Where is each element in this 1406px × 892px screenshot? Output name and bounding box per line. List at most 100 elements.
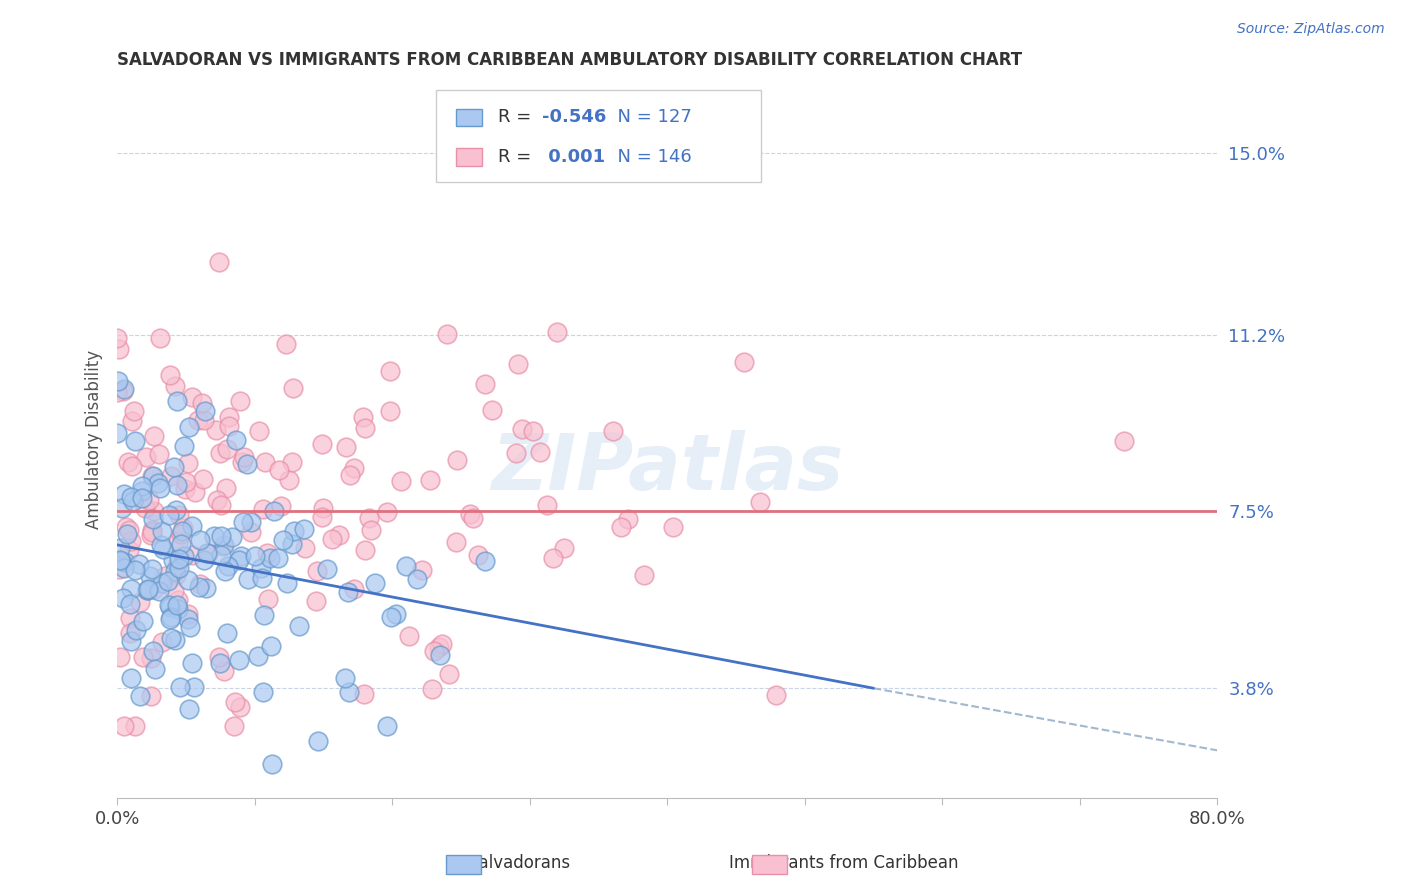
Point <box>276 575 298 590</box>
Point <box>375 505 398 519</box>
Point <box>215 626 238 640</box>
Point <box>1112 434 1135 448</box>
Point <box>191 396 214 410</box>
Point <box>427 640 450 655</box>
Point <box>177 607 200 622</box>
Point <box>165 568 187 582</box>
Point <box>208 649 231 664</box>
Point <box>142 504 165 518</box>
Point <box>167 535 190 549</box>
Point <box>120 582 142 597</box>
Point <box>134 500 156 515</box>
Point <box>118 542 141 557</box>
Point <box>209 529 232 543</box>
Point <box>193 413 215 427</box>
Point <box>229 393 252 408</box>
Point <box>177 574 200 588</box>
Point <box>107 342 129 356</box>
Point <box>444 535 467 549</box>
Point <box>162 552 184 566</box>
Point <box>553 541 575 555</box>
Point <box>139 569 162 583</box>
Point <box>148 583 170 598</box>
Point <box>360 523 382 537</box>
Point <box>155 569 177 583</box>
Point <box>163 459 186 474</box>
Point <box>305 594 328 608</box>
Point <box>208 255 231 269</box>
Point <box>436 326 458 341</box>
Point <box>419 473 441 487</box>
Point <box>122 404 145 418</box>
Point <box>229 699 252 714</box>
Point <box>423 643 446 657</box>
Point <box>218 410 240 425</box>
Point <box>505 446 527 460</box>
Point <box>263 504 285 518</box>
Point <box>257 591 280 606</box>
Point <box>617 512 640 526</box>
Point <box>188 580 211 594</box>
Point <box>250 571 273 585</box>
Point <box>395 558 418 573</box>
Point <box>209 549 232 563</box>
Point <box>247 649 270 664</box>
Point <box>129 689 152 703</box>
Point <box>120 633 142 648</box>
Point <box>292 522 315 536</box>
Point <box>121 458 143 473</box>
Point <box>389 474 412 488</box>
Point <box>112 561 135 575</box>
Text: Salvadorans: Salvadorans <box>470 855 571 872</box>
Point <box>193 553 215 567</box>
Point <box>114 555 136 569</box>
Point <box>190 577 212 591</box>
Point <box>294 541 316 555</box>
Point <box>120 534 142 549</box>
Point <box>124 719 146 733</box>
Point <box>512 422 534 436</box>
Point <box>610 520 633 534</box>
Text: ZIPatlas: ZIPatlas <box>491 431 844 507</box>
Point <box>159 368 181 382</box>
Point <box>529 445 551 459</box>
Point <box>150 576 173 591</box>
Point <box>194 581 217 595</box>
Point <box>118 625 141 640</box>
Point <box>352 410 374 425</box>
FancyBboxPatch shape <box>436 90 761 182</box>
Point <box>135 450 157 464</box>
Point <box>209 498 232 512</box>
Point <box>380 610 402 624</box>
Point <box>236 573 259 587</box>
Point <box>252 501 274 516</box>
Point <box>467 548 489 562</box>
Point <box>159 612 181 626</box>
Point <box>166 593 188 607</box>
Point <box>211 539 233 553</box>
Point <box>181 657 204 671</box>
Point <box>141 561 163 575</box>
Point <box>602 424 624 438</box>
Point <box>215 481 238 495</box>
Point <box>253 607 276 622</box>
Point <box>174 475 197 489</box>
Point <box>163 584 186 599</box>
Point <box>231 455 253 469</box>
Point <box>136 582 159 597</box>
Point <box>749 495 772 509</box>
Text: N = 146: N = 146 <box>606 148 692 166</box>
Point <box>339 468 361 483</box>
Text: R =: R = <box>498 148 537 166</box>
Point <box>173 439 195 453</box>
Point <box>337 685 360 699</box>
Point <box>165 564 187 578</box>
Point <box>169 508 191 522</box>
Text: N = 127: N = 127 <box>606 108 692 126</box>
Point <box>212 538 235 552</box>
Point <box>165 379 187 393</box>
Point <box>160 609 183 624</box>
Point <box>124 434 146 448</box>
Point <box>267 551 290 566</box>
Point <box>141 650 163 665</box>
